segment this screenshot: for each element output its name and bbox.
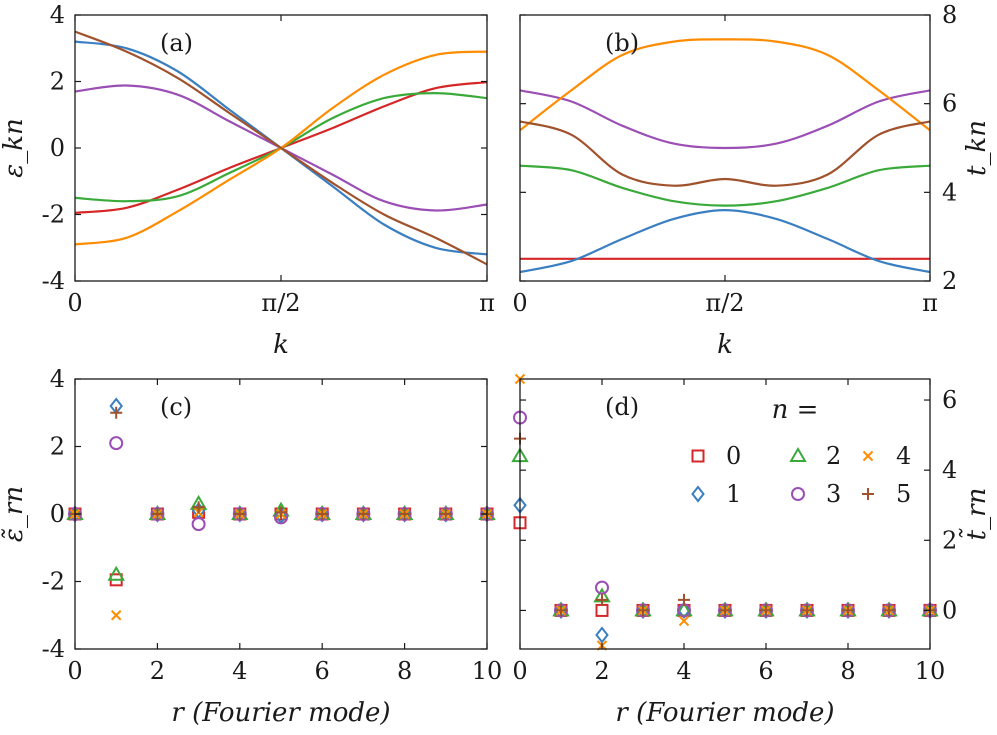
- data-point-plus: [110, 406, 123, 419]
- y-tick-label: 2: [50, 68, 65, 96]
- x-tick-label: 6: [758, 657, 773, 685]
- x-tick-label: π: [479, 289, 495, 317]
- y-tick-label: 0: [942, 596, 957, 624]
- data-point-triangle: [789, 447, 807, 462]
- x-tick-label: 0: [67, 289, 82, 317]
- data-point-plus: [883, 604, 895, 617]
- y-tick-label: 4: [942, 456, 957, 484]
- y-axis-label: t_kn: [962, 120, 992, 176]
- legend-label-4: 4: [896, 442, 911, 470]
- x-tick-label: 4: [232, 657, 247, 685]
- data-point-plus: [862, 488, 874, 500]
- data-point-plus: [801, 604, 813, 617]
- y-tick-label: 2: [942, 267, 957, 295]
- data-point-plus: [678, 593, 690, 606]
- y-axis-label: ε_kn: [0, 118, 29, 177]
- legend-label-2: 2: [826, 442, 841, 470]
- data-point-square: [691, 449, 705, 463]
- x-tick-label: 8: [840, 657, 855, 685]
- data-point-x: [862, 450, 874, 462]
- y-tick-label: 2: [50, 433, 65, 461]
- data-point-plus: [192, 501, 205, 514]
- x-tick-label: π: [922, 289, 938, 317]
- y-tick-label: 4: [50, 1, 65, 29]
- x-axis-label: k: [273, 330, 289, 360]
- data-point-plus: [151, 508, 164, 520]
- data-point-plus: [555, 604, 567, 617]
- data-point-plus: [275, 506, 287, 519]
- x-tick-label: 0: [512, 657, 527, 685]
- data-point-circle: [109, 436, 124, 451]
- x-tick-label: 10: [472, 657, 503, 685]
- data-point-triangle: [107, 565, 125, 581]
- x-axis-label: r (Fourier mode): [615, 698, 834, 728]
- x-axis-label: k: [717, 330, 733, 360]
- data-point-plus: [719, 604, 731, 617]
- y-axis-label: ε̃_rn: [0, 486, 29, 542]
- panel-label: (b): [605, 29, 639, 57]
- y-tick-label: 0: [50, 134, 65, 162]
- y-tick-label: -4: [42, 635, 65, 663]
- series-line-n3: [520, 89, 930, 150]
- y-tick-label: 0: [50, 500, 65, 528]
- panel-label: (a): [160, 29, 193, 57]
- x-tick-label: 2: [150, 657, 165, 685]
- data-point-plus: [760, 604, 772, 617]
- y-tick-label: 6: [942, 90, 957, 118]
- data-point-plus: [357, 508, 370, 520]
- legend-label-5: 5: [896, 480, 911, 508]
- y-tick-label: 4: [942, 178, 957, 206]
- x-tick-label: 6: [315, 657, 330, 685]
- series-line-n1: [520, 208, 930, 274]
- y-tick-label: -2: [42, 568, 65, 596]
- axes-frame: [519, 378, 931, 650]
- legend-label-3: 3: [826, 480, 841, 508]
- data-point-x: [678, 615, 690, 627]
- x-tick-label: π/2: [705, 289, 744, 317]
- y-tick-label: 8: [942, 1, 957, 29]
- data-point-plus: [596, 593, 608, 606]
- x-tick-label: 4: [676, 657, 691, 685]
- data-point-plus: [637, 604, 649, 617]
- x-tick-label: 0: [67, 657, 82, 685]
- data-point-circle: [791, 487, 805, 501]
- x-tick-label: 10: [915, 657, 946, 685]
- x-tick-label: π/2: [261, 289, 300, 317]
- y-tick-label: -2: [42, 201, 65, 229]
- data-point-x: [110, 610, 122, 621]
- data-point-circle: [191, 517, 206, 532]
- data-point-plus: [316, 508, 329, 520]
- x-tick-label: 0: [512, 289, 527, 317]
- data-point-plus: [439, 508, 452, 520]
- panel-label: (d): [605, 393, 639, 421]
- x-tick-label: 2: [594, 657, 609, 685]
- series-line-n4: [520, 38, 930, 132]
- data-point-plus: [398, 508, 411, 520]
- data-point-square: [595, 603, 609, 617]
- y-axis-label: t̃_rn: [958, 488, 992, 541]
- data-point-diamond: [691, 485, 705, 503]
- legend-label-1: 1: [726, 480, 741, 508]
- y-tick-label: -4: [42, 267, 65, 295]
- x-axis-label: r (Fourier mode): [171, 698, 390, 728]
- y-tick-label: 2: [942, 526, 957, 554]
- legend-title: n =: [772, 395, 819, 425]
- data-point-circle: [595, 580, 609, 595]
- data-point-diamond: [595, 626, 609, 644]
- y-tick-label: 4: [50, 365, 65, 393]
- series-line-n5: [75, 30, 487, 266]
- series-line-n2: [520, 164, 930, 207]
- panel-label: (c): [160, 393, 192, 421]
- y-tick-label: 6: [942, 386, 957, 414]
- legend-label-0: 0: [726, 442, 741, 470]
- series-line-n5: [520, 120, 930, 187]
- x-tick-label: 8: [397, 657, 412, 685]
- data-point-plus: [842, 604, 854, 617]
- data-point-plus: [233, 508, 246, 520]
